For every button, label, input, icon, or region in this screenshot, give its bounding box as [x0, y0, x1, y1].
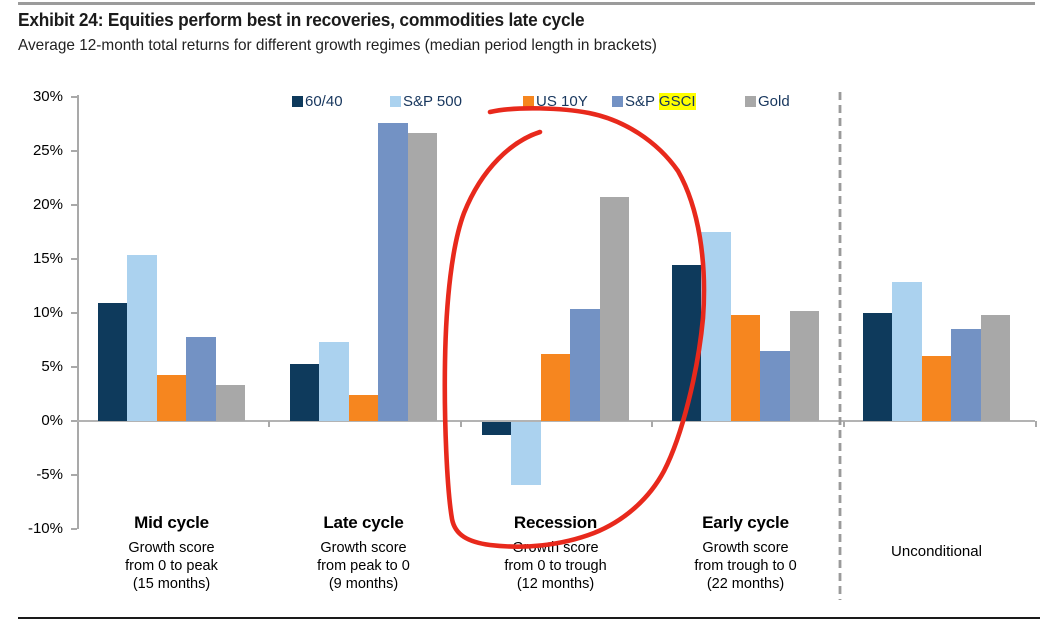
- bar-us-10y-late-cycle: [348, 395, 379, 421]
- bar-gold-late-cycle: [407, 132, 437, 421]
- bar-gold-unconditional: [980, 315, 1010, 421]
- y-axis-line: [77, 95, 79, 529]
- category-label-mid-cycle: Mid cycle Growth score from 0 to peak (15 m…: [77, 513, 267, 593]
- y-axis-label: 10%: [32, 304, 63, 321]
- legend-label: Gold: [758, 93, 790, 110]
- bar-s-p-gsci-early-cycle: [760, 350, 790, 421]
- bar-60-40-mid-cycle: [98, 303, 128, 421]
- y-axis-label: -5%: [36, 466, 63, 483]
- category-name: Late cycle: [323, 513, 404, 532]
- x-axis-boundary-tick: [651, 421, 653, 427]
- y-axis-label: 5%: [41, 358, 63, 375]
- bar-s-p-500-early-cycle: [701, 232, 731, 421]
- bar-60-40-late-cycle: [290, 363, 320, 421]
- bar-s-p-500-recession: [511, 422, 541, 485]
- y-axis-tick: [71, 150, 77, 152]
- bar-s-p-500-late-cycle: [319, 342, 349, 421]
- y-axis-label: 25%: [32, 142, 63, 159]
- y-axis-label: -10%: [27, 520, 63, 537]
- y-axis-label: 15%: [32, 250, 63, 267]
- bar-gold-recession: [599, 197, 629, 421]
- legend-label: 60/40: [305, 93, 343, 110]
- bar-us-10y-recession: [540, 354, 571, 421]
- y-axis-label: 20%: [32, 196, 63, 213]
- category-label-early-cycle: Early cycle Growth score from trough to 0(…: [651, 513, 841, 593]
- bar-us-10y-unconditional: [921, 356, 952, 421]
- bar-s-p-gsci-recession: [570, 308, 600, 421]
- y-axis-label: 0%: [41, 412, 63, 429]
- bar-us-10y-mid-cycle: [156, 374, 187, 421]
- legend-item-gold: Gold: [745, 93, 790, 110]
- bar-us-10y-early-cycle: [730, 315, 761, 421]
- legend-label: S&P GSCI: [625, 93, 696, 110]
- x-axis-boundary-tick: [268, 421, 270, 427]
- category-sublabel: Growth score from 0 to trough (12 months): [504, 540, 607, 592]
- legend-item-us-10y: US 10Y: [523, 93, 588, 110]
- bottom-divider-rule: [18, 617, 1040, 619]
- category-label-recession: Recession Growth score from 0 to trough (12…: [461, 513, 651, 593]
- y-axis-tick: [71, 96, 77, 98]
- legend-swatch-s-p-gsci: [612, 96, 623, 107]
- bar-s-p-500-unconditional: [892, 281, 922, 421]
- y-axis-tick: [71, 474, 77, 476]
- x-axis-boundary-tick: [1035, 421, 1037, 427]
- category-sublabel: Growth score from trough to 0 (22 months): [694, 540, 797, 592]
- legend-item-s-p-500: S&P 500: [390, 93, 462, 110]
- legend-item-60-40: 60/40: [292, 93, 343, 110]
- category-name: Early cycle: [702, 513, 789, 532]
- legend-label: S&P 500: [403, 93, 462, 110]
- y-axis-tick: [71, 366, 77, 368]
- legend-swatch-s-p-500: [390, 96, 401, 107]
- legend-swatch-gold: [745, 96, 756, 107]
- category-sublabel: Growth score from 0 to peak (15 months): [125, 540, 218, 592]
- bar-60-40-early-cycle: [672, 265, 702, 421]
- bar-s-p-gsci-late-cycle: [378, 122, 408, 421]
- bar-s-p-500-mid-cycle: [127, 254, 157, 421]
- category-label-late-cycle: Late cycle Growth score from peak to 0 (9 m…: [269, 513, 459, 593]
- bar-s-p-gsci-unconditional: [951, 329, 981, 421]
- legend-swatch-us-10y: [523, 96, 534, 107]
- y-axis-tick: [71, 528, 77, 530]
- category-label-unconditional: Unconditional: [891, 543, 982, 560]
- x-axis-boundary-tick: [460, 421, 462, 427]
- top-divider-rule: [18, 2, 1035, 5]
- legend-swatch-60-40: [292, 96, 303, 107]
- y-axis-label: 30%: [32, 88, 63, 105]
- legend-label-highlighted: GSCI: [658, 93, 696, 110]
- bar-s-p-gsci-mid-cycle: [186, 336, 216, 421]
- bar-gold-mid-cycle: [215, 385, 245, 421]
- exhibit-subtitle: Average 12-month total returns for diffe…: [18, 37, 657, 54]
- legend-item-s-p-gsci: S&P GSCI: [612, 93, 696, 110]
- x-axis-boundary-tick: [843, 421, 845, 427]
- y-axis-tick: [71, 420, 77, 422]
- category-name: Recession: [513, 513, 598, 532]
- category-name: Mid cycle: [134, 513, 209, 532]
- y-axis-tick: [71, 204, 77, 206]
- y-axis-tick: [71, 312, 77, 314]
- exhibit-title: Exhibit 24: Equities perform best in rec…: [18, 10, 585, 30]
- legend-label: US 10Y: [536, 93, 588, 110]
- bar-60-40-unconditional: [863, 313, 893, 421]
- category-sublabel: Growth score from peak to 0 (9 months): [317, 540, 410, 592]
- y-axis-tick: [71, 258, 77, 260]
- bar-60-40-recession: [482, 422, 512, 435]
- bar-gold-early-cycle: [789, 310, 819, 421]
